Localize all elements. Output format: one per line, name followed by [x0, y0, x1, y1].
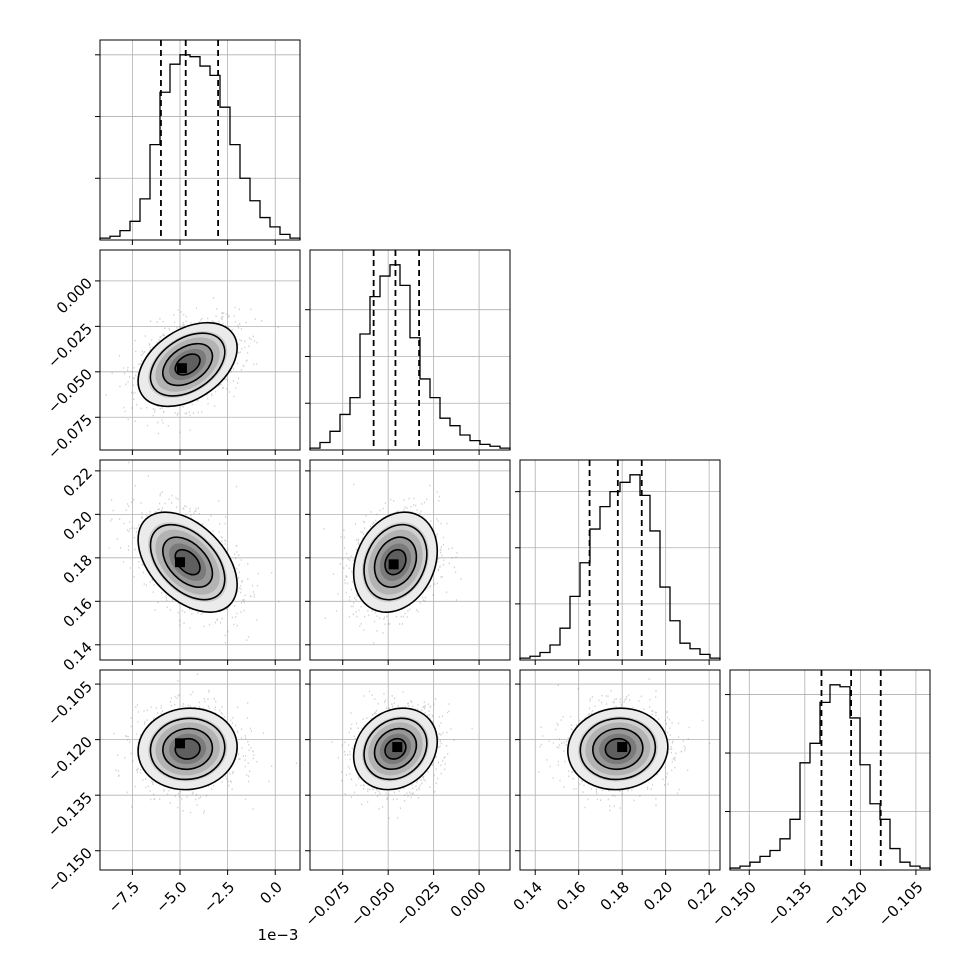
- x-tick-label-0-5p0: −5.0: [152, 878, 190, 916]
- y-tick-label-3-0p135: −0.135: [44, 788, 96, 840]
- contour-line-2: [363, 717, 428, 781]
- x-tick-label-3-0p150: −0.150: [708, 878, 760, 930]
- contour-line-1: [373, 536, 418, 588]
- panel-frame: [309, 459, 511, 661]
- density-peak: [176, 363, 187, 374]
- histogram-step-line: [729, 684, 931, 870]
- y-tick-label-1-0p000: 0.000: [53, 274, 96, 317]
- histogram-step-line: [99, 54, 301, 240]
- contour-line-2: [149, 332, 226, 397]
- histogram-step-line: [309, 264, 511, 450]
- x-tick-label-2-0p22: 0.22: [684, 878, 720, 914]
- x-tick-label-1-0p000: 0.000: [447, 878, 490, 921]
- contour-line-3: [137, 707, 238, 791]
- panel-frame: [519, 669, 721, 871]
- x-tick-label-1-0p025: −0.025: [392, 878, 444, 930]
- contour-line-2: [363, 523, 428, 601]
- panel-content: [310, 460, 510, 660]
- panel-frame: [519, 459, 721, 661]
- y-tick-label-2-0p18: 0.18: [60, 551, 96, 587]
- x-tick-label-0-7p5: −7.5: [105, 878, 143, 916]
- x-tick-label-3-0p135: −0.135: [764, 878, 816, 930]
- contour-line-1: [373, 727, 418, 771]
- x-tick-label-2-0p20: 0.20: [640, 878, 676, 914]
- panel-frame: [309, 249, 511, 451]
- contour-line-0: [174, 353, 201, 376]
- histogram-panel-2: [515, 459, 721, 661]
- panel-content: [100, 250, 300, 450]
- scatter-panel-2-1: [309, 459, 511, 661]
- x-tick-label-0-0p0: 0.0: [256, 878, 286, 908]
- contour-line-1: [162, 342, 214, 387]
- panel-content: [100, 460, 300, 660]
- contour-line-1: [162, 536, 214, 588]
- contour-line-3: [137, 511, 238, 613]
- panel-content: [100, 670, 300, 870]
- density-peak: [617, 742, 628, 753]
- contour-line-2: [149, 523, 226, 601]
- contour-line-0: [384, 737, 407, 760]
- y-tick-label-1-0p050: −0.050: [44, 365, 96, 417]
- panel-content: [520, 670, 720, 870]
- panel-frame: [729, 669, 931, 871]
- y-tick-label-1-0p075: −0.075: [44, 411, 96, 463]
- histogram-panel-3: [725, 669, 931, 871]
- contour-line-1: [162, 727, 214, 771]
- panel-frame: [309, 669, 511, 871]
- y-tick-label-2-0p20: 0.20: [60, 508, 96, 544]
- panel-frame: [99, 39, 301, 241]
- contour-line-3: [352, 707, 439, 791]
- histogram-panel-0: [95, 39, 301, 241]
- histogram-panel-1: [305, 249, 511, 451]
- x-tick-label-3-0p105: −0.105: [875, 878, 927, 930]
- contour-line-1: [592, 727, 644, 771]
- x-axis-offset-label: 1e−3: [258, 926, 299, 944]
- y-tick-label-3-0p120: −0.120: [44, 733, 96, 785]
- scatter-panel-3-0: [99, 669, 301, 871]
- histogram-step-line: [519, 474, 721, 660]
- x-tick-label-1-0p075: −0.075: [301, 878, 353, 930]
- density-peak: [175, 738, 185, 749]
- x-tick-label-3-0p120: −0.120: [819, 878, 871, 930]
- density-peak: [175, 557, 185, 568]
- panel-frame: [99, 669, 301, 871]
- scatter-panel-3-1: [309, 669, 511, 871]
- y-tick-label-2-0p16: 0.16: [60, 595, 96, 631]
- x-tick-label-2-0p18: 0.18: [597, 878, 633, 914]
- x-tick-label-2-0p14: 0.14: [510, 878, 546, 914]
- contour-line-2: [579, 717, 657, 781]
- density-peak: [388, 559, 399, 570]
- panel-content: [310, 670, 510, 870]
- contour-line-3: [567, 707, 669, 791]
- contour-line-0: [174, 548, 201, 576]
- scatter-panel-1-0: [99, 249, 301, 451]
- scatter-panel-3-2: [519, 669, 721, 871]
- density-peak: [392, 742, 403, 753]
- scatter-panel-2-0: [99, 459, 301, 661]
- contour-line-0: [604, 737, 632, 760]
- y-tick-label-2-0p22: 0.22: [60, 464, 96, 500]
- y-tick-label-3-0p105: −0.105: [44, 677, 96, 729]
- y-tick-label-1-0p025: −0.025: [44, 320, 96, 372]
- y-tick-label-2-0p14: 0.14: [60, 638, 96, 674]
- contour-line-3: [137, 321, 238, 408]
- x-tick-label-2-0p16: 0.16: [553, 878, 589, 914]
- y-tick-label-3-0p150: −0.150: [44, 844, 96, 896]
- panel-frame: [99, 249, 301, 451]
- x-tick-label-1-0p050: −0.050: [347, 878, 399, 930]
- x-tick-label-0-2p5: −2.5: [200, 878, 238, 916]
- contour-line-3: [352, 511, 439, 613]
- contour-line-0: [384, 548, 407, 576]
- contour-line-2: [149, 717, 226, 781]
- contour-line-0: [174, 737, 201, 760]
- panel-frame: [99, 459, 301, 661]
